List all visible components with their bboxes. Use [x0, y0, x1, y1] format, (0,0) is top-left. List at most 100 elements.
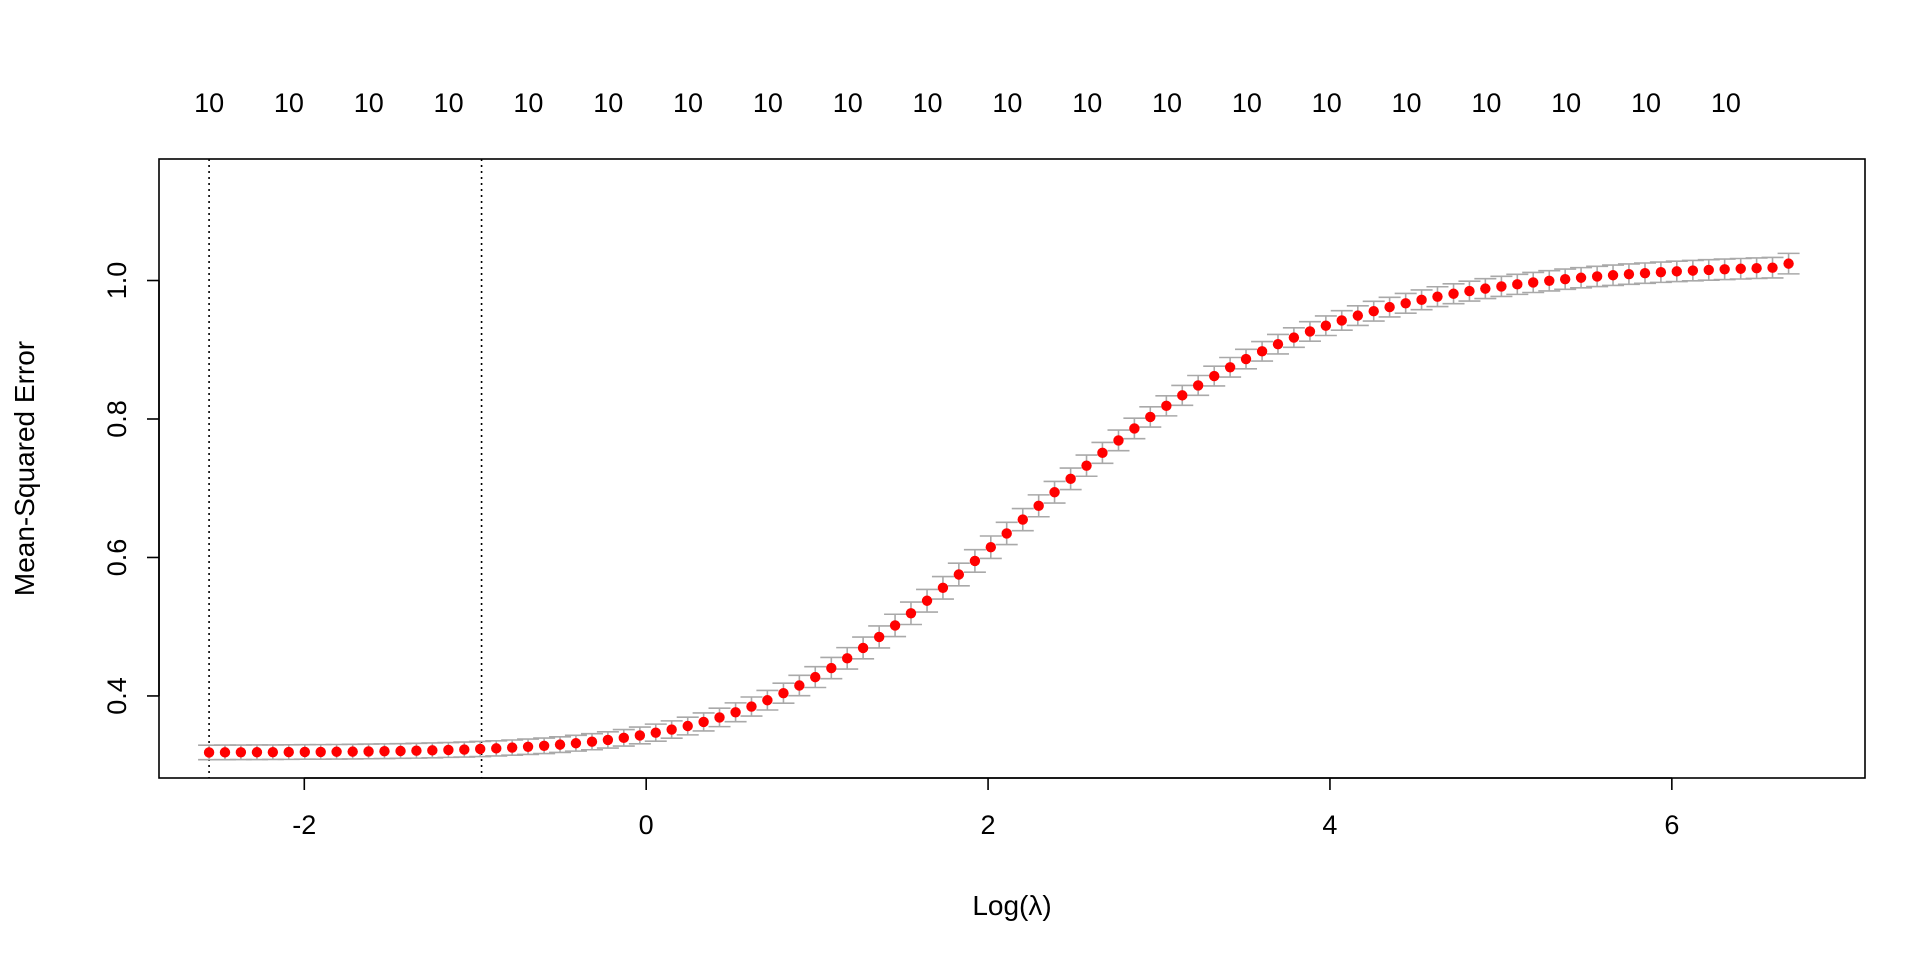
data-point	[1240, 353, 1252, 365]
top-count-label: 10	[1312, 88, 1342, 118]
x-tick-label: -2	[292, 810, 316, 840]
data-point	[491, 743, 502, 754]
data-point	[778, 687, 789, 699]
top-count-label: 10	[1152, 88, 1182, 118]
data-point	[443, 744, 454, 756]
data-point	[634, 730, 646, 741]
data-point	[1352, 310, 1364, 321]
data-point	[1145, 411, 1156, 423]
top-count-label: 10	[913, 88, 943, 118]
data-point	[1687, 265, 1699, 276]
data-point	[842, 653, 853, 664]
y-axis-title: Mean-Squared Error	[9, 341, 40, 596]
data-point	[1591, 271, 1603, 282]
data-point	[395, 745, 406, 757]
data-point	[267, 746, 279, 758]
top-count-label: 10	[992, 88, 1022, 118]
data-point	[1177, 390, 1188, 401]
data-point	[969, 555, 981, 567]
data-point	[1192, 380, 1204, 391]
data-point	[873, 631, 885, 643]
data-point	[1161, 400, 1172, 412]
data-point	[1575, 272, 1587, 283]
data-point	[1416, 294, 1427, 306]
top-count-label: 10	[513, 88, 543, 118]
y-tick-label: 1.0	[102, 262, 132, 300]
data-point	[1703, 264, 1714, 276]
data-point	[1272, 339, 1284, 350]
data-point	[1464, 285, 1475, 297]
data-point	[1256, 346, 1268, 357]
data-point	[666, 724, 677, 735]
data-point	[235, 747, 247, 758]
data-point	[1049, 487, 1060, 498]
data-point	[1113, 435, 1124, 446]
data-point	[411, 745, 422, 756]
data-point	[1336, 315, 1347, 326]
x-axis: -2 0 2 4 6	[292, 777, 1679, 840]
top-count-label: 10	[434, 88, 464, 118]
data-point	[953, 569, 965, 580]
data-point	[682, 720, 693, 732]
top-count-label: 10	[833, 88, 863, 118]
data-point	[347, 746, 358, 757]
data-point	[1400, 298, 1411, 309]
data-point	[506, 742, 518, 753]
data-point	[1719, 264, 1730, 275]
data-point	[1528, 277, 1539, 288]
data-point	[283, 746, 294, 758]
data-point	[1288, 332, 1300, 343]
data-point	[427, 745, 438, 756]
top-count-label: 10	[1471, 88, 1501, 118]
top-count-label: 10	[593, 88, 623, 118]
top-axis-labels: 10 10 10 10 10 10 10 10 10 10 10 10 10 10 10 10 10 10 10 10	[194, 88, 1741, 118]
top-count-label: 10	[673, 88, 703, 118]
data-point	[746, 701, 757, 712]
data-point	[1368, 305, 1379, 317]
top-count-label: 10	[274, 88, 304, 118]
vertical-reference-lines	[208, 159, 483, 778]
top-count-label: 10	[354, 88, 384, 118]
data-point	[1209, 370, 1220, 382]
data-point	[379, 746, 390, 757]
data-point	[586, 736, 598, 747]
data-point	[203, 747, 215, 758]
data-point	[1751, 262, 1762, 274]
data-point	[698, 716, 709, 728]
data-point	[554, 739, 566, 750]
data-point	[985, 542, 997, 553]
data-point	[1033, 500, 1044, 512]
data-point	[1639, 267, 1651, 279]
data-point	[602, 734, 614, 746]
top-count-label: 10	[1392, 88, 1422, 118]
y-axis: 0.4 0.6 0.8 1.0	[102, 262, 160, 715]
data-point	[331, 746, 342, 757]
data-point	[618, 732, 629, 744]
data-point	[251, 747, 263, 758]
data-point	[794, 680, 805, 691]
data-point	[1496, 281, 1507, 292]
data-point	[826, 662, 837, 674]
data-point	[474, 743, 486, 755]
data-point	[1735, 263, 1746, 274]
data-point	[1623, 268, 1635, 280]
top-count-label: 10	[753, 88, 783, 118]
top-count-label: 10	[1711, 88, 1741, 118]
x-tick-label: 0	[639, 810, 654, 840]
data-point	[1081, 460, 1092, 471]
data-point	[1129, 423, 1140, 434]
top-count-label: 10	[1072, 88, 1102, 118]
data-point	[363, 746, 374, 757]
data-point	[538, 740, 550, 752]
data-point	[1783, 258, 1794, 269]
data-point	[905, 608, 917, 619]
top-count-label: 10	[194, 88, 224, 118]
x-tick-label: 6	[1664, 810, 1679, 840]
data-point	[857, 642, 869, 654]
data-point	[1512, 279, 1523, 290]
data-point	[1065, 473, 1076, 485]
data-point	[1304, 326, 1316, 337]
data-point	[1017, 514, 1028, 525]
data-point	[714, 712, 725, 723]
